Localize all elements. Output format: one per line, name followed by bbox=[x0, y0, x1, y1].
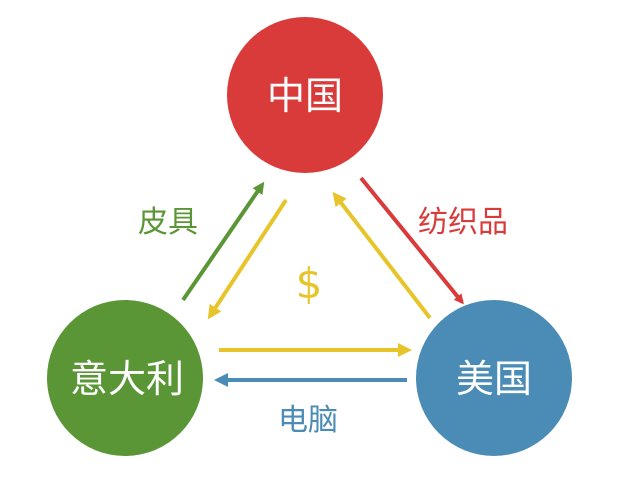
node-usa-label: 美国 bbox=[456, 357, 532, 401]
edge-label-leather-goods: 皮具 bbox=[138, 205, 198, 240]
arrow-italy-to-china bbox=[181, 181, 265, 302]
node-usa-circle bbox=[416, 300, 572, 456]
node-italy-circle bbox=[47, 300, 203, 456]
edge-label-computers: 电脑 bbox=[278, 403, 338, 438]
node-italy: 意大利 bbox=[47, 300, 203, 456]
edge-label-textiles: 纺织品 bbox=[418, 205, 508, 240]
dollar-icon: $ bbox=[296, 259, 323, 308]
node-china: 中国 bbox=[227, 17, 383, 173]
money-arrow-china-to-italy bbox=[207, 198, 288, 320]
money-arrow-usa-to-china bbox=[332, 191, 432, 320]
arrow-china-to-usa bbox=[359, 176, 464, 305]
node-usa: 美国 bbox=[416, 300, 572, 456]
node-china-label: 中国 bbox=[267, 74, 343, 118]
node-italy-label: 意大利 bbox=[70, 357, 184, 401]
node-china-circle bbox=[227, 17, 383, 173]
